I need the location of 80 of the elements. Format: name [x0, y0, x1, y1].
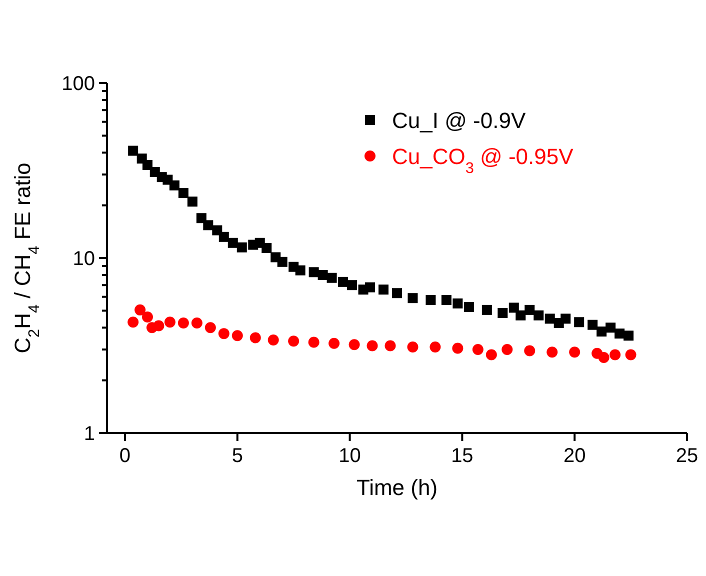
- x-axis-title: Time (h): [356, 475, 438, 500]
- x-tick-label: 15: [451, 445, 474, 467]
- point: [347, 280, 358, 290]
- point: [574, 317, 584, 328]
- point: [365, 282, 376, 292]
- y-tick-label: 100: [62, 73, 95, 95]
- point: [596, 326, 607, 337]
- x-tick-label: 5: [232, 445, 243, 467]
- point: [128, 316, 139, 328]
- legend-label: Cu_I @ -0.9V: [392, 108, 526, 133]
- point: [178, 318, 189, 329]
- point: [250, 332, 261, 344]
- x-tick-label: 10: [338, 445, 361, 467]
- point: [204, 322, 216, 334]
- point: [588, 320, 598, 330]
- point: [178, 188, 188, 198]
- point: [236, 242, 247, 252]
- y-tick-label: 1: [84, 423, 95, 445]
- point: [472, 344, 484, 356]
- point: [464, 302, 474, 312]
- point: [516, 310, 526, 320]
- point: [452, 342, 464, 354]
- point: [624, 330, 634, 341]
- point: [598, 352, 610, 364]
- point: [164, 316, 176, 328]
- point: [502, 344, 513, 356]
- point: [203, 220, 214, 230]
- y-tick-label: 10: [72, 248, 95, 270]
- point: [218, 328, 230, 340]
- point: [268, 334, 279, 346]
- point: [430, 342, 441, 353]
- point: [625, 349, 636, 360]
- point: [142, 160, 152, 170]
- point: [232, 330, 243, 342]
- point: [308, 336, 320, 348]
- point: [169, 180, 180, 190]
- point: [534, 310, 544, 320]
- point: [228, 238, 238, 248]
- legend-label: Cu_CO$_{3}$ @ -0.95V: [392, 144, 574, 176]
- point: [407, 342, 418, 353]
- point: [191, 318, 202, 329]
- point: [262, 243, 272, 254]
- point: [366, 340, 378, 352]
- point: [441, 295, 452, 306]
- point: [142, 312, 153, 323]
- point: [128, 146, 138, 156]
- point: [218, 232, 229, 242]
- point: [326, 272, 337, 283]
- point: [338, 276, 348, 287]
- point: [614, 328, 625, 339]
- point: [606, 322, 616, 333]
- point: [328, 338, 340, 349]
- point: [134, 304, 146, 316]
- point: [508, 302, 519, 313]
- x-tick-label: 25: [676, 445, 698, 467]
- x-tick-label: 20: [563, 445, 586, 467]
- x-tick-label: 0: [119, 445, 131, 467]
- point: [308, 267, 319, 278]
- point: [288, 336, 300, 347]
- point: [348, 339, 360, 350]
- point: [524, 345, 536, 356]
- point: [378, 284, 389, 295]
- point: [498, 308, 508, 318]
- point: [546, 346, 558, 358]
- point: [544, 314, 555, 324]
- point: [384, 340, 396, 352]
- point: [295, 265, 306, 276]
- point: [560, 314, 571, 324]
- point: [452, 298, 463, 308]
- point: [569, 346, 580, 358]
- point: [426, 295, 436, 306]
- point: [610, 349, 621, 360]
- point: [153, 320, 164, 332]
- point: [392, 288, 402, 298]
- point: [524, 304, 535, 315]
- point: [277, 256, 288, 267]
- point: [408, 293, 418, 304]
- point: [482, 304, 492, 315]
- point: [486, 349, 497, 360]
- point: [187, 196, 198, 207]
